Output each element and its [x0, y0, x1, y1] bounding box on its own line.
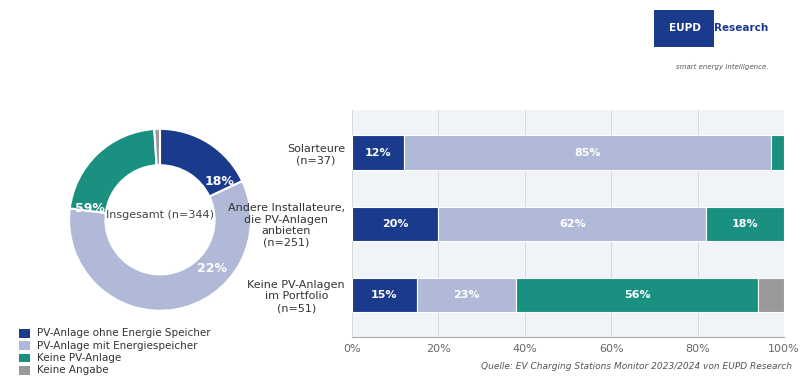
- Text: Insgesamt (n=344): Insgesamt (n=344): [106, 210, 214, 220]
- Text: 56%: 56%: [624, 290, 650, 300]
- Wedge shape: [160, 129, 242, 197]
- Text: 12%: 12%: [365, 147, 391, 158]
- Text: Research: Research: [714, 23, 768, 33]
- Text: Quelle: EV Charging Stations Monitor 2023/2024 von EUPD Research: Quelle: EV Charging Stations Monitor 202…: [481, 362, 792, 371]
- Text: Für wie viel Prozent Ihrer Heimladestationen-Installationen im Jahr 2023 musste : Für wie viel Prozent Ihrer Heimladestati…: [12, 25, 749, 38]
- Bar: [516, 277, 758, 312]
- Text: 59%: 59%: [75, 202, 105, 215]
- Text: 20%: 20%: [382, 219, 409, 229]
- Text: Keine Angabe: Keine Angabe: [37, 365, 109, 375]
- Bar: [19, 341, 30, 350]
- Text: 23%: 23%: [454, 290, 480, 300]
- FancyBboxPatch shape: [654, 10, 714, 47]
- Text: PV-Anlage mit Energiespeicher: PV-Anlage mit Energiespeicher: [37, 341, 198, 351]
- FancyBboxPatch shape: [652, 8, 792, 91]
- Bar: [352, 136, 404, 170]
- Wedge shape: [70, 129, 157, 213]
- Bar: [19, 366, 30, 375]
- Bar: [352, 277, 417, 312]
- Text: 62%: 62%: [559, 219, 586, 229]
- Text: 18%: 18%: [205, 175, 235, 188]
- Wedge shape: [154, 129, 160, 165]
- Text: 85%: 85%: [574, 147, 601, 158]
- Text: Keine PV-Anlage: Keine PV-Anlage: [37, 353, 121, 363]
- Bar: [417, 277, 516, 312]
- Text: 18%: 18%: [732, 219, 758, 229]
- Text: smart energy intelligence.: smart energy intelligence.: [676, 64, 769, 70]
- Text: 15%: 15%: [371, 290, 398, 300]
- Text: 22%: 22%: [197, 262, 226, 275]
- Bar: [438, 207, 706, 241]
- Text: PV-Anlage ohne Energie Speicher: PV-Anlage ohne Energie Speicher: [37, 328, 210, 338]
- Bar: [19, 354, 30, 362]
- Bar: [758, 277, 784, 312]
- Bar: [771, 136, 784, 170]
- Text: EUPD: EUPD: [669, 23, 701, 33]
- Text: PV-Batteriespeicher in Betracht gezogen werden?: PV-Batteriespeicher in Betracht gezogen …: [12, 64, 362, 77]
- Bar: [19, 329, 30, 338]
- Bar: [404, 136, 771, 170]
- Bar: [352, 207, 438, 241]
- Bar: [706, 207, 784, 241]
- Wedge shape: [69, 181, 251, 311]
